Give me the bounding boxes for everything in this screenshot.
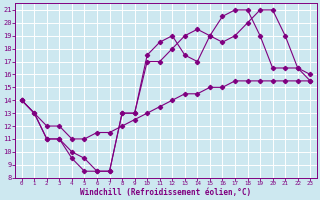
X-axis label: Windchill (Refroidissement éolien,°C): Windchill (Refroidissement éolien,°C) bbox=[80, 188, 252, 197]
